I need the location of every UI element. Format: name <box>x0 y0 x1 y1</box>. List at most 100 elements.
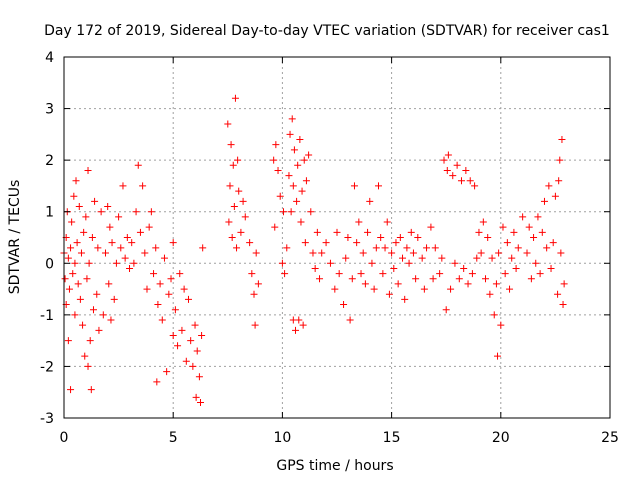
data-point <box>248 270 256 278</box>
data-point <box>254 280 262 288</box>
data-point <box>68 218 76 226</box>
x-axis-ticks: 0 5 10 15 20 25 <box>60 57 619 446</box>
y-tick-label: 3 <box>45 102 54 118</box>
data-point <box>510 228 518 236</box>
data-point <box>423 244 431 252</box>
data-point <box>492 280 500 288</box>
data-point <box>497 321 505 329</box>
data-point <box>224 120 232 128</box>
data-point <box>193 347 201 355</box>
data-point <box>418 254 426 262</box>
data-point <box>374 182 382 190</box>
data-point <box>281 270 289 278</box>
data-point <box>299 321 307 329</box>
data-point <box>383 218 391 226</box>
data-point <box>396 234 404 241</box>
data-point <box>453 161 461 169</box>
data-point <box>555 177 563 185</box>
x-axis-label: GPS time / hours <box>276 458 393 474</box>
data-point <box>527 275 535 283</box>
data-point <box>294 161 302 169</box>
data-point <box>174 342 182 350</box>
data-point <box>136 228 144 236</box>
data-point <box>180 285 188 293</box>
data-point <box>228 234 236 241</box>
data-point <box>76 295 84 303</box>
data-point <box>187 337 195 345</box>
data-point <box>468 270 476 278</box>
data-point <box>440 156 448 164</box>
data-point <box>230 203 238 211</box>
data-point <box>165 290 173 298</box>
data-point <box>189 362 197 370</box>
data-point <box>94 244 102 252</box>
y-tick-label: 1 <box>45 205 54 221</box>
data-point <box>414 234 422 241</box>
data-point <box>87 386 95 394</box>
data-point <box>462 166 470 174</box>
chart-title: Day 172 of 2019, Sidereal Day-to-day VTE… <box>44 23 610 39</box>
data-point <box>176 270 184 278</box>
data-point <box>390 264 398 272</box>
data-point <box>99 311 107 319</box>
data-point <box>97 208 105 216</box>
data-point <box>385 290 393 298</box>
data-point <box>130 259 138 267</box>
data-point <box>195 373 203 381</box>
data-point <box>399 254 407 262</box>
data-point <box>547 264 555 272</box>
data-point <box>313 228 321 236</box>
data-point <box>366 197 374 205</box>
data-point <box>335 270 343 278</box>
data-point <box>442 306 450 314</box>
data-point <box>331 285 339 293</box>
data-point <box>403 244 411 252</box>
data-point <box>227 141 235 149</box>
data-point <box>322 239 330 247</box>
data-point <box>394 280 402 288</box>
data-point <box>457 177 465 185</box>
plot-frame <box>63 56 611 419</box>
data-point <box>444 151 452 159</box>
data-point <box>250 290 258 298</box>
data-point <box>538 228 546 236</box>
data-point <box>123 234 131 241</box>
data-point <box>436 270 444 278</box>
data-point <box>234 156 242 164</box>
data-point <box>153 378 161 386</box>
data-point <box>85 259 93 267</box>
data-point <box>302 177 310 185</box>
data-point <box>271 223 279 231</box>
data-point <box>466 177 474 185</box>
data-point <box>536 270 544 278</box>
data-point <box>514 244 522 252</box>
data-point <box>556 156 564 164</box>
data-point <box>499 223 507 231</box>
data-point <box>241 213 249 221</box>
data-point <box>361 280 369 288</box>
data-point <box>147 208 155 216</box>
x-tick-label: 25 <box>601 430 619 446</box>
data-point <box>239 197 247 205</box>
data-point <box>460 264 468 272</box>
data-point <box>139 182 147 190</box>
data-point <box>501 270 509 278</box>
data-point <box>167 275 175 283</box>
data-point <box>405 259 413 267</box>
data-point <box>295 316 303 324</box>
data-point <box>353 239 361 247</box>
data-point <box>293 197 301 205</box>
data-point <box>252 249 260 257</box>
data-point <box>482 275 490 283</box>
data-point <box>145 223 153 231</box>
data-point <box>192 393 200 401</box>
data-point <box>67 386 75 394</box>
data-point <box>82 213 90 221</box>
data-point <box>235 187 243 195</box>
data-point <box>346 316 354 324</box>
data-point <box>296 136 304 144</box>
data-point <box>117 244 125 252</box>
data-point <box>86 337 94 345</box>
data-points <box>60 94 568 407</box>
